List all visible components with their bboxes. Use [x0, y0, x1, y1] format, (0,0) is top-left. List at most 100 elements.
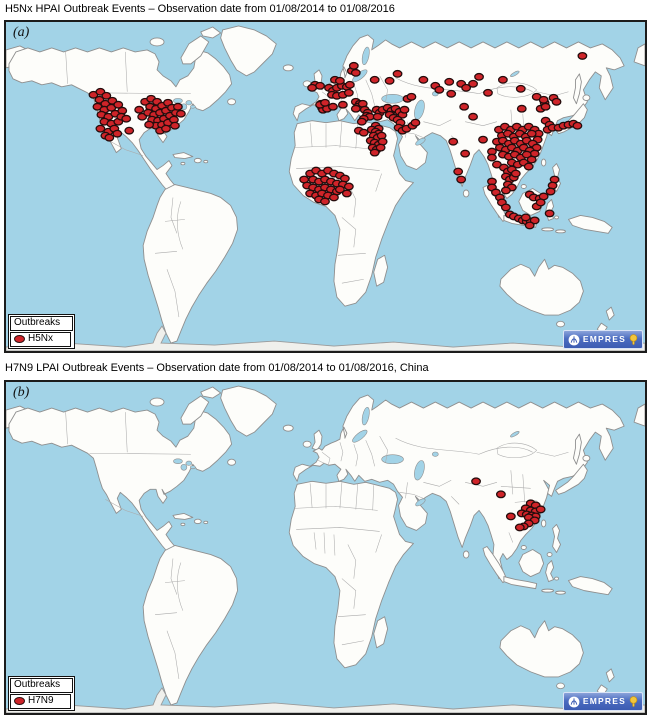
- outbreak-dot: [95, 124, 106, 133]
- outbreak-dot: [350, 68, 361, 77]
- legend-b-item: H7N9: [10, 694, 71, 709]
- outbreak-dot: [483, 88, 493, 97]
- outbreak-dot: [399, 105, 410, 114]
- outbreak-dot: [334, 185, 345, 194]
- outbreak-dot: [497, 75, 508, 84]
- outbreak-dot: [369, 75, 380, 84]
- outbreak-dot: [307, 83, 318, 92]
- outbreak-dot: [334, 76, 345, 85]
- outbreak-dot: [369, 148, 380, 157]
- outbreak-dot: [453, 167, 464, 176]
- outbreak-dot: [175, 109, 186, 118]
- outbreak-dot: [350, 104, 361, 113]
- outbreak-dot: [315, 81, 325, 90]
- outbreak-dot: [434, 85, 445, 94]
- world-geometry: [6, 382, 645, 713]
- outbreak-dot: [461, 83, 472, 92]
- outbreak-dot: [144, 120, 155, 129]
- outbreak-dot: [384, 76, 395, 85]
- outbreak-dot: [538, 95, 549, 104]
- outbreak-dots-h5nx: [88, 51, 588, 230]
- outbreak-dot: [459, 102, 470, 111]
- outbreak-dot: [526, 129, 537, 138]
- outbreak-dot: [344, 80, 355, 89]
- outbreak-dot: [577, 51, 588, 60]
- outbreak-dot: [173, 102, 183, 111]
- outbreak-dot: [329, 193, 339, 202]
- outbreak-dot: [474, 72, 484, 81]
- outbreak-dot: [104, 133, 115, 142]
- outbreak-marker-icon: [14, 697, 25, 705]
- outbreak-dot: [551, 97, 562, 106]
- panel-b-title: H7N9 LPAI Outbreak Events – Observation …: [5, 362, 429, 374]
- outbreak-dot: [468, 112, 478, 121]
- outbreak-dot: [510, 169, 521, 178]
- outbreak-dot: [520, 213, 531, 222]
- legend-b-item-label: H7N9: [28, 695, 54, 706]
- outbreak-dot: [358, 128, 369, 137]
- legend-a-item-label: H5Nx: [28, 333, 54, 344]
- outbreak-dot: [535, 198, 546, 207]
- outbreak-dot: [471, 477, 481, 486]
- outbreak-dot: [134, 105, 145, 114]
- outbreak-dot: [478, 135, 488, 144]
- outbreak-dot: [544, 209, 555, 218]
- outbreak-dot: [337, 100, 348, 109]
- map-panel-b: (b) Outbreaks H7N9 EMPRES: [4, 380, 647, 715]
- outbreak-dot: [341, 189, 352, 198]
- legend-a-header: Outbreaks: [10, 316, 74, 331]
- panel-b-label: (b): [13, 385, 30, 400]
- outbreak-dot: [113, 100, 124, 109]
- outbreak-dot: [348, 61, 359, 70]
- outbreak-dot: [375, 143, 386, 152]
- outbreak-dot: [516, 104, 527, 113]
- panel-a-title: H5Nx HPAI Outbreak Events – Observation …: [5, 3, 395, 15]
- outbreak-dot: [112, 129, 123, 138]
- outbreak-dot: [356, 117, 367, 126]
- legend-a-item: H5Nx: [10, 332, 71, 347]
- outbreak-dot: [406, 92, 417, 101]
- outbreak-dot: [343, 88, 354, 97]
- outbreak-dot: [505, 512, 516, 521]
- outbreak-dot: [446, 89, 457, 98]
- fao-logo-icon: [568, 696, 580, 707]
- outbreak-dot: [161, 124, 171, 133]
- empres-text: EMPRES: [582, 696, 626, 707]
- panel-a-label: (a): [13, 25, 30, 40]
- outbreak-dot: [460, 149, 471, 158]
- outbreak-dot: [545, 187, 556, 196]
- outbreak-dot: [121, 114, 132, 123]
- outbreak-dots-h7n9: [471, 477, 546, 532]
- empres-chick-icon: [629, 695, 638, 707]
- outbreak-dot: [372, 112, 383, 121]
- empres-text: EMPRES: [582, 334, 626, 345]
- legend-b-header: Outbreaks: [10, 678, 74, 693]
- outbreak-dot: [418, 75, 429, 84]
- outbreak-dot: [572, 121, 583, 130]
- world-map-b: [6, 382, 645, 713]
- outbreak-dot: [328, 102, 338, 111]
- outbreak-dot: [343, 182, 354, 191]
- empres-badge-a: EMPRES: [562, 330, 643, 349]
- outbreak-dot: [448, 137, 459, 146]
- outbreak-dot: [124, 126, 135, 135]
- outbreak-dot: [540, 102, 551, 111]
- outbreak-dot: [515, 84, 526, 93]
- empres-badge-b: EMPRES: [562, 692, 643, 711]
- outbreak-dot: [521, 150, 532, 159]
- outbreak-dot: [392, 69, 403, 78]
- outbreak-dot: [170, 121, 180, 130]
- outbreak-dot: [500, 203, 511, 212]
- outbreak-dot: [468, 79, 478, 88]
- outbreak-dot: [529, 216, 540, 225]
- outbreak-dot: [410, 118, 421, 127]
- outbreak-marker-icon: [14, 335, 25, 343]
- outbreak-dot: [500, 186, 511, 195]
- outbreak-dot: [456, 175, 467, 184]
- world-map-a: [6, 22, 645, 351]
- outbreak-dot: [320, 98, 330, 107]
- outbreak-dot: [444, 77, 455, 86]
- legend-b: Outbreaks H7N9: [8, 676, 76, 711]
- outbreak-dot: [526, 155, 537, 164]
